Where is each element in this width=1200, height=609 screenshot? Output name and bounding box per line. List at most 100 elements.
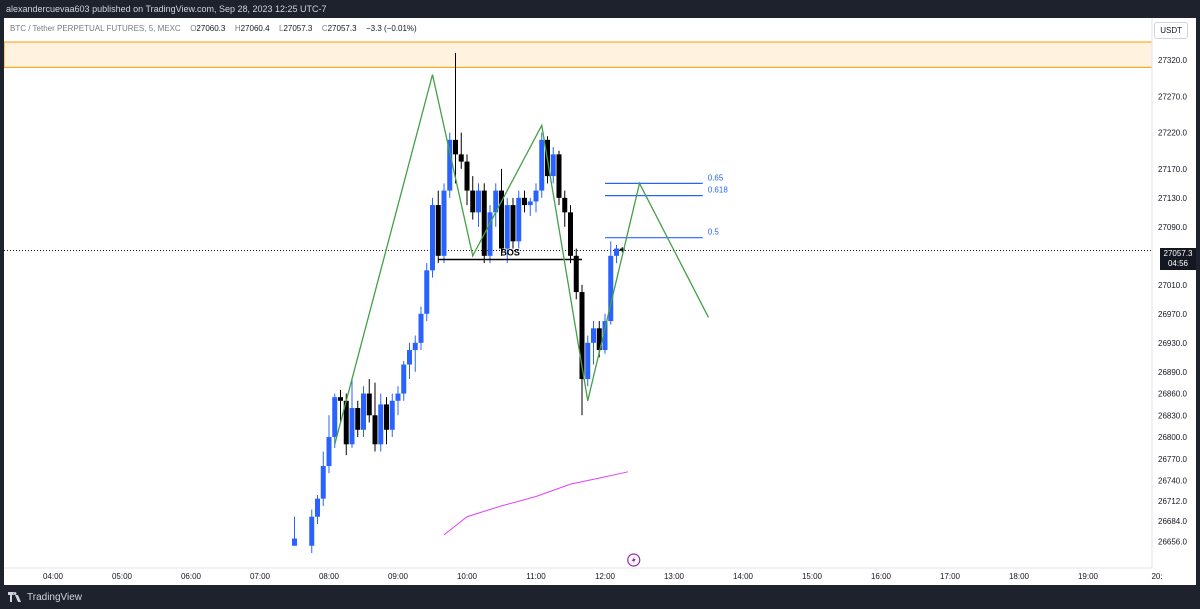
y-tick-label: 27220.0 — [1158, 129, 1187, 138]
y-tick-label: 26930.0 — [1158, 339, 1187, 348]
x-tick-label: 07:00 — [250, 572, 271, 581]
bos-label: BOS — [500, 247, 520, 257]
low-value: 27057.3 — [283, 24, 313, 33]
price-chart[interactable]: 27320.0 27270.0 27220.0 27170.0 27130.0 27090… — [4, 18, 1196, 585]
close-value: 27057.3 — [327, 24, 357, 33]
candle-body — [407, 350, 412, 365]
candle-body — [372, 415, 378, 445]
candle-body — [516, 197, 522, 242]
current-price-tag: 27057.3 04:56 — [1160, 248, 1196, 270]
candle-body — [481, 190, 487, 256]
candle-body — [338, 397, 343, 401]
candle-body — [366, 393, 372, 416]
x-tick-label: 10:00 — [457, 572, 478, 581]
candle-body — [401, 364, 407, 394]
candle-body — [619, 248, 625, 251]
x-tick-label: 18:00 — [1009, 572, 1030, 581]
y-tick-label: 26970.0 — [1158, 310, 1187, 319]
fib-level-label: 0.618 — [708, 186, 729, 195]
candle-body — [608, 255, 614, 322]
open-value: 27060.3 — [196, 24, 226, 33]
candle-body — [556, 154, 562, 198]
y-tick-label: 26712.0 — [1158, 497, 1187, 506]
candle-body — [361, 393, 366, 430]
candle-body — [320, 466, 326, 499]
zigzag-projection-line — [334, 74, 710, 445]
lightning-glyph — [631, 556, 636, 564]
candle-body — [441, 190, 447, 256]
y-tick-label: 27130.0 — [1158, 194, 1187, 203]
candle-body — [395, 393, 401, 401]
footer-bar: TradingView — [0, 585, 1200, 609]
candle-body — [315, 498, 320, 517]
x-tick-label: 11:00 — [526, 572, 546, 581]
candle-body — [424, 270, 430, 314]
candle-body — [453, 139, 458, 155]
candle-body — [418, 313, 424, 343]
fib-level-label: 0.5 — [708, 228, 720, 237]
chart-area[interactable]: 27320.0 27270.0 27220.0 27170.0 27130.0 27090… — [4, 18, 1196, 585]
symbol-legend: BTC / Tether PERPETUAL FUTURES, 5, MEXC … — [10, 24, 417, 33]
y-tick-label: 26770.0 — [1158, 455, 1187, 464]
currency-button[interactable]: USDT — [1154, 22, 1188, 39]
moving-average-line — [443, 471, 629, 536]
open-label: O — [190, 24, 197, 33]
candle-body — [585, 342, 591, 380]
candle-body — [435, 205, 441, 256]
candle-body — [447, 139, 453, 191]
x-tick-label: 05:00 — [112, 572, 133, 581]
x-tick-label: 17:00 — [940, 572, 961, 581]
change-value: −3.3 (−0.01%) — [366, 24, 417, 33]
x-tick-label: 13:00 — [664, 572, 685, 581]
candle-body — [412, 342, 418, 351]
x-tick-label: 14:00 — [733, 572, 754, 581]
candle-body — [539, 139, 545, 191]
countdown-value: 04:56 — [1167, 259, 1189, 268]
candle-body — [573, 255, 579, 293]
candle-body — [343, 400, 349, 445]
symbol-name: BTC / Tether PERPETUAL FUTURES, 5, MEXC — [10, 24, 181, 33]
x-tick-label: 09:00 — [388, 572, 409, 581]
close-label: C — [321, 24, 328, 33]
high-value: 27060.4 — [240, 24, 270, 33]
y-tick-label: 27270.0 — [1158, 92, 1187, 101]
high-label: H — [234, 24, 241, 33]
candle-body — [384, 404, 389, 430]
y-tick-label: 26800.0 — [1158, 433, 1187, 442]
candle-body — [527, 201, 533, 206]
candle-body — [458, 154, 464, 162]
tradingview-logo-icon — [8, 592, 21, 602]
x-tick-label: 20: — [1151, 572, 1162, 581]
candle-body — [499, 190, 504, 249]
candle-body — [349, 408, 355, 445]
candle-body — [579, 292, 585, 380]
y-tick-label: 26740.0 — [1158, 477, 1187, 486]
candle-body — [292, 538, 297, 546]
candle-body — [533, 190, 539, 202]
x-tick-label: 19:00 — [1078, 572, 1099, 581]
candle-body — [568, 212, 573, 256]
candle-body — [389, 400, 395, 430]
candle-body — [602, 321, 608, 351]
candle-body — [614, 248, 619, 256]
candle-body — [493, 190, 499, 213]
candle-body — [332, 397, 338, 438]
candle-body — [430, 205, 435, 271]
resistance-zone — [4, 41, 1153, 68]
candle-body — [522, 197, 527, 206]
candle-body — [464, 161, 470, 191]
x-tick-label: 04:00 — [43, 572, 64, 581]
candle-body — [550, 154, 556, 177]
candle-body — [504, 205, 510, 249]
x-tick-label: 06:00 — [181, 572, 202, 581]
candle-body — [510, 205, 516, 242]
publisher-bar: alexandercuevaa603 published on TradingV… — [0, 0, 1200, 18]
y-tick-label: 26830.0 — [1158, 411, 1187, 420]
y-tick-label: 26656.0 — [1158, 537, 1187, 546]
candle-body — [326, 437, 332, 467]
y-tick-label: 27320.0 — [1158, 56, 1187, 65]
footer-brand: TradingView — [27, 591, 83, 603]
candle-body — [476, 190, 481, 213]
fib-level-label: 0.65 — [708, 173, 724, 182]
candle-body — [470, 190, 476, 213]
